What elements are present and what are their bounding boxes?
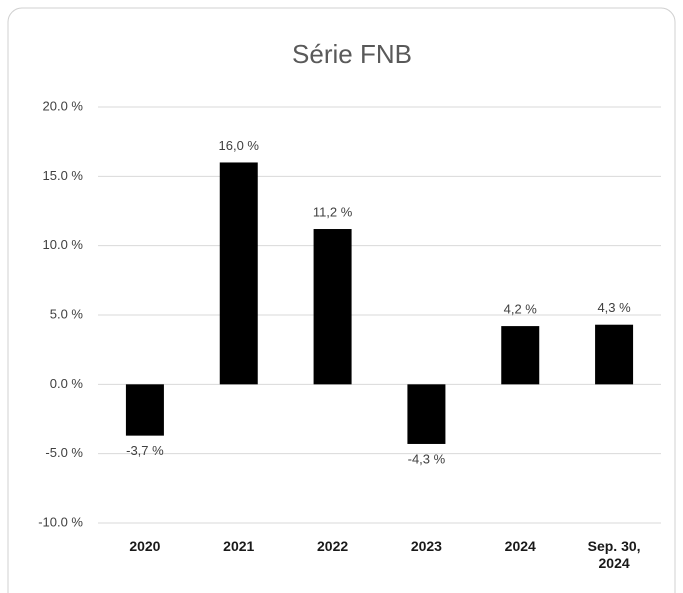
value-label: -4,3 % — [408, 451, 446, 466]
y-tick-label: 0.0 % — [50, 376, 84, 391]
chart-title: Série FNB — [292, 39, 412, 69]
bar — [407, 384, 446, 444]
bar — [125, 384, 164, 436]
bar — [501, 326, 540, 385]
x-tick-label: 2023 — [410, 538, 442, 554]
y-tick-label: 15.0 % — [43, 168, 84, 183]
value-label: 11,2 % — [313, 204, 353, 219]
x-tick-label: Sep. 30, 2024 — [587, 538, 641, 571]
y-tick-label: 5.0 % — [50, 306, 84, 321]
value-label: -3,7 % — [126, 443, 164, 458]
value-label: 4,3 % — [597, 300, 631, 315]
y-tick-label: 20.0 % — [43, 98, 84, 113]
x-tick-label: 2022 — [317, 538, 349, 554]
bar — [313, 229, 352, 385]
bar — [219, 162, 258, 385]
value-label: 4,2 % — [504, 302, 538, 317]
x-tick-label: 2020 — [129, 538, 161, 554]
y-tick-label: -5.0 % — [45, 445, 83, 460]
x-tick-label: 2024 — [504, 538, 536, 554]
x-tick-label: 2021 — [223, 538, 255, 554]
y-tick-label: 10.0 % — [43, 237, 84, 252]
bar — [595, 324, 634, 385]
value-label: 16,0 % — [219, 138, 260, 153]
y-tick-label: -10.0 % — [38, 514, 83, 529]
